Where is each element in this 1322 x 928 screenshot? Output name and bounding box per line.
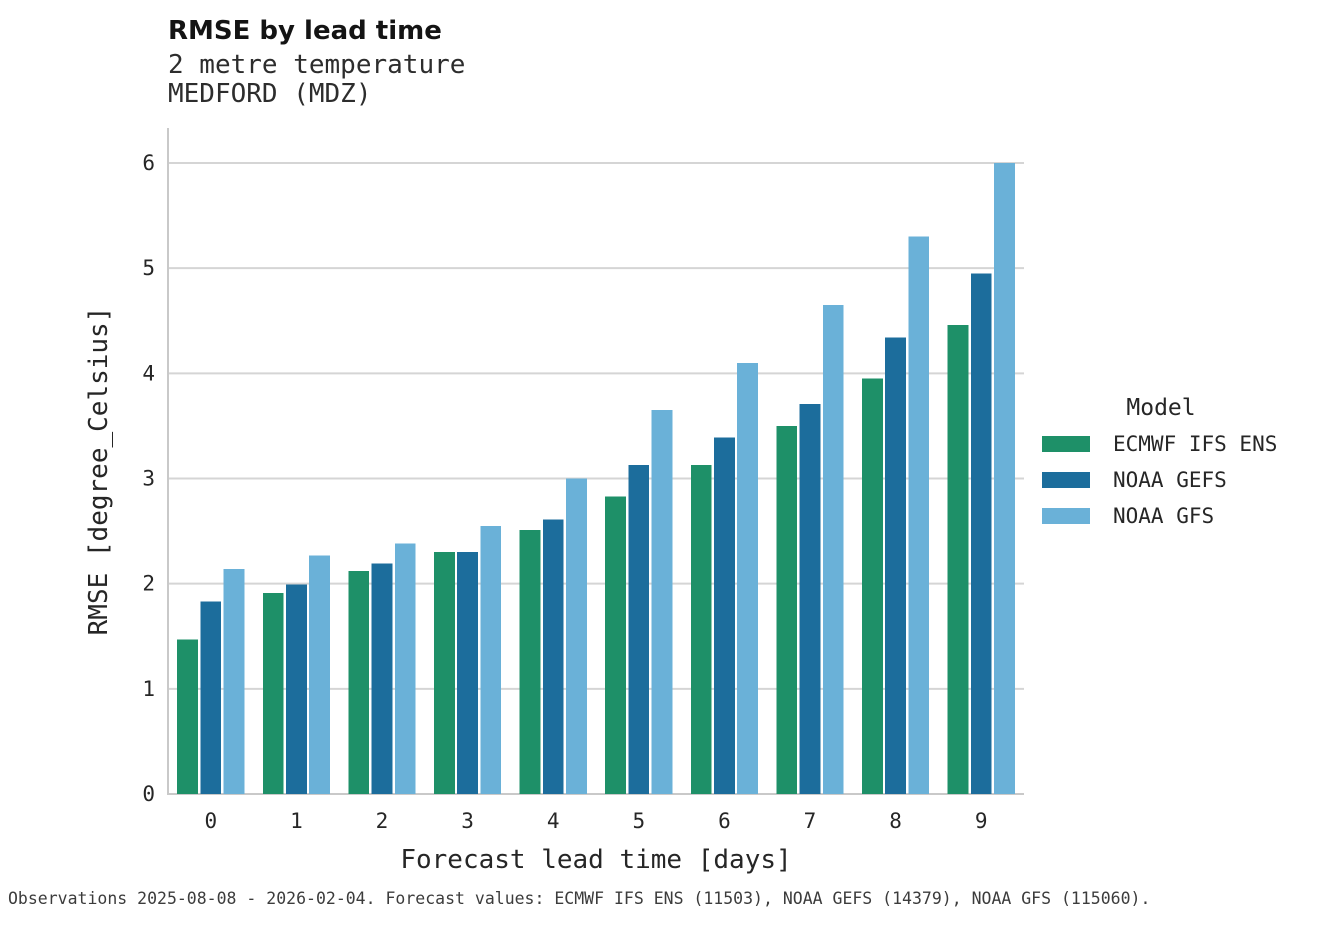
bar-ecmwf-ifs-ens-day5 [605,496,626,794]
bar-noaa-gefs-day9 [970,273,992,794]
bar-ecmwf-ifs-ens-day4 [519,530,541,794]
bar-noaa-gfs-day3 [480,525,502,794]
x-tick-label: 9 [975,809,988,833]
x-tick-label: 1 [290,809,303,833]
bar-noaa-gefs-day3 [457,552,478,794]
legend-title: Model [1126,395,1196,421]
bar-noaa-gfs-day0 [223,568,245,794]
y-tick-label: 6 [142,151,155,175]
legend-item-noaa-gfs: NOAA GFS [1042,498,1300,534]
y-tick-label: 5 [142,256,155,280]
bar-noaa-gefs-day8 [885,337,906,794]
bar-noaa-gefs-day1 [286,584,307,794]
bar-ecmwf-ifs-ens-day3 [434,552,455,794]
x-tick-label: 7 [804,809,817,833]
chart-subtitle-station: MEDFORD (MDZ) [168,79,372,109]
bar-noaa-gfs-day2 [394,543,416,794]
legend-item-noaa-gefs: NOAA GEFS [1042,462,1300,498]
bar-ecmwf-ifs-ens-day7 [776,425,798,794]
y-tick-label: 3 [142,467,155,491]
x-tick-label: 4 [547,809,560,833]
x-tick-label: 0 [204,809,217,833]
legend-item-label: NOAA GFS [1113,504,1215,528]
y-tick-label: 1 [142,677,155,701]
bar-noaa-gefs-day6 [714,437,735,794]
chart-subtitle-variable: 2 metre temperature [168,50,466,80]
bar-noaa-gefs-day7 [799,403,821,794]
legend-swatch-noaa-gfs [1042,508,1090,524]
bar-ecmwf-ifs-ens-day0 [177,639,198,794]
y-tick-label: 2 [142,572,155,596]
legend: Model ECMWF IFS ENS NOAA GEFS NOAA GFS [1042,395,1300,534]
bar-ecmwf-ifs-ens-day8 [862,378,883,794]
bar-noaa-gfs-day5 [651,410,673,794]
legend-swatch-noaa-gefs [1042,472,1090,488]
legend-items: ECMWF IFS ENS NOAA GEFS NOAA GFS [1042,426,1300,534]
bar-noaa-gefs-day4 [542,519,564,794]
legend-item-ecmwf-ifs-ens: ECMWF IFS ENS [1042,426,1300,462]
y-tick-label: 0 [142,782,155,806]
bar-noaa-gefs-day0 [200,601,222,794]
bar-noaa-gefs-day2 [371,563,393,794]
x-tick-label: 2 [376,809,389,833]
bar-noaa-gfs-day6 [737,362,758,794]
x-tick-label: 3 [461,809,474,833]
y-axis-label: RMSE [degree_Celsius] [84,307,114,636]
x-tick-label: 5 [632,809,645,833]
legend-swatch-ecmwf-ifs-ens [1042,436,1090,452]
bar-noaa-gfs-day7 [822,305,844,794]
bar-noaa-gfs-day8 [908,236,930,795]
y-tick-label: 4 [142,361,155,385]
bar-noaa-gfs-day9 [994,163,1015,794]
bar-ecmwf-ifs-ens-day2 [348,571,370,794]
bar-ecmwf-ifs-ens-day1 [262,593,284,794]
bar-noaa-gfs-day4 [566,478,587,794]
bar-noaa-gefs-day5 [628,464,650,794]
bar-ecmwf-ifs-ens-day6 [690,464,712,794]
bar-ecmwf-ifs-ens-day9 [947,325,969,794]
x-tick-label: 6 [718,809,731,833]
caption: Observations 2025-08-08 - 2026-02-04. Fo… [8,889,1151,908]
x-axis-label: Forecast lead time [days] [400,845,791,875]
chart-title: RMSE by lead time [168,16,442,46]
x-tick-label: 8 [889,809,902,833]
legend-item-label: NOAA GEFS [1113,468,1227,492]
legend-item-label: ECMWF IFS ENS [1113,432,1278,456]
bar-noaa-gfs-day1 [309,555,330,794]
